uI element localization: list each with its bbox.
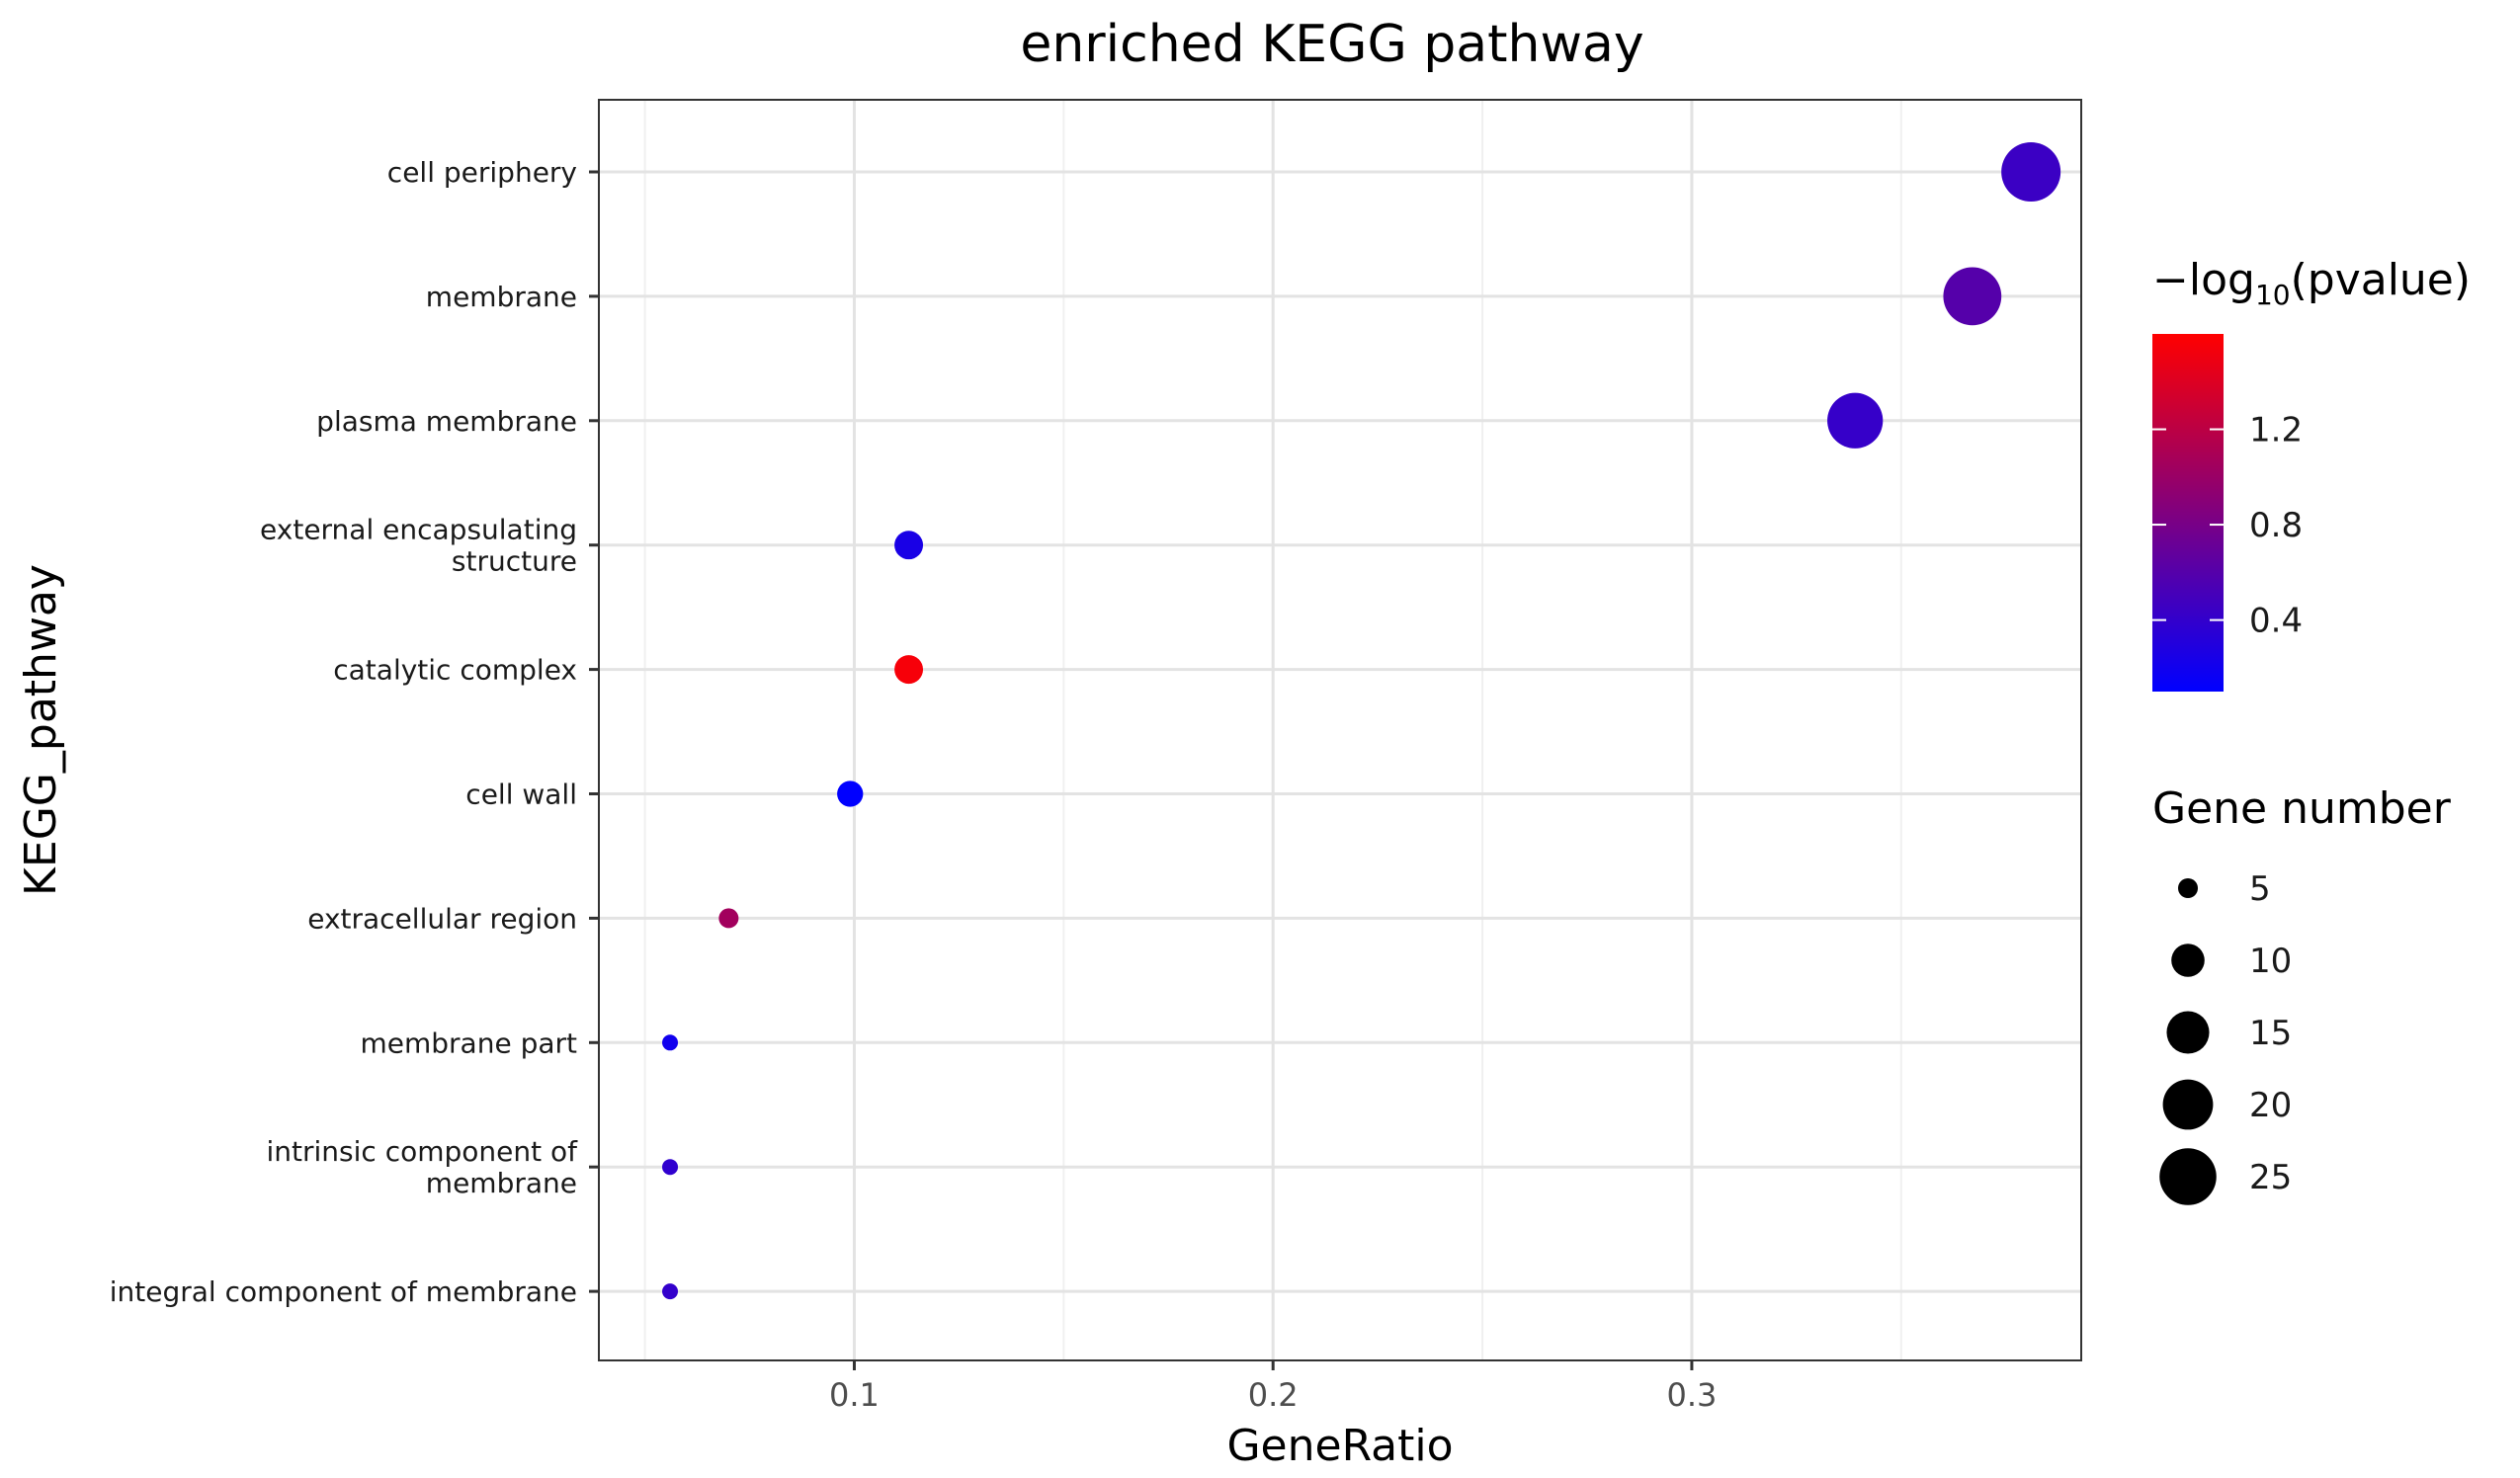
y-tick-label-line: membrane: [426, 1167, 577, 1199]
size-legend-key: [2162, 1079, 2214, 1130]
x-tick-label: 0.1: [829, 1376, 880, 1414]
color-legend: −log10(pvalue) 0.4 0.8 1.2: [2152, 255, 2471, 692]
data-point: [1943, 267, 2002, 326]
color-legend-title-prefix: −log: [2152, 255, 2255, 305]
size-legend-label: 10: [2249, 942, 2292, 981]
y-tick-label: membrane: [426, 281, 577, 313]
plot-panel-background: [599, 100, 2081, 1360]
color-legend-title-suffix: (pvalue): [2291, 255, 2471, 305]
y-tick-label-line: cell periphery: [387, 156, 577, 189]
color-legend-title-subscript: 10: [2255, 279, 2291, 311]
y-tick-label: integral component of membrane: [110, 1275, 577, 1308]
colorbar-ticks: 0.4 0.8 1.2: [2152, 411, 2303, 641]
data-point: [718, 908, 739, 929]
minor-x-gridlines: [643, 100, 1902, 1360]
colorbar-tick-label: 0.8: [2249, 506, 2303, 545]
data-point: [662, 1034, 679, 1051]
size-legend: Gene number 5 10 15 20 25: [2152, 783, 2452, 1205]
plot-panel-border: [598, 99, 2082, 1361]
y-tick-label-line: external encapsulating: [260, 514, 577, 546]
size-legend-label: 5: [2249, 869, 2271, 909]
y-tick-label-line: membrane part: [360, 1026, 577, 1059]
data-point: [662, 1283, 679, 1300]
plot-panel: [598, 99, 2082, 1361]
y-tick-label: membrane part: [360, 1026, 577, 1059]
size-legend-key: [2166, 1011, 2210, 1054]
size-legend-label: 15: [2249, 1014, 2292, 1053]
x-axis-ticks: 0.1 0.2 0.3: [829, 1360, 1717, 1414]
size-legend-label: 20: [2249, 1086, 2292, 1125]
y-tick-label: cell periphery: [387, 156, 577, 189]
y-tick-label-line: catalytic complex: [333, 654, 577, 687]
y-tick-label: cell wall: [465, 779, 577, 811]
size-legend-label: 25: [2249, 1158, 2292, 1197]
data-point: [662, 1159, 679, 1176]
data-point: [894, 655, 924, 685]
x-tick-label: 0.3: [1666, 1376, 1717, 1414]
colorbar: [2152, 334, 2224, 692]
chart-title: enriched KEGG pathway: [1020, 15, 1643, 74]
x-tick-label: 0.2: [1248, 1376, 1299, 1414]
y-tick-label-line: integral component of membrane: [110, 1275, 577, 1308]
y-tick-label-line: intrinsic component of: [267, 1135, 579, 1168]
y-tick-label-line: extracellular region: [307, 902, 577, 935]
data-points: [662, 142, 2061, 1300]
major-x-gridlines: [852, 100, 1694, 1360]
data-point: [837, 780, 864, 807]
y-tick-label-line: cell wall: [465, 779, 577, 811]
y-tick-label: extracellular region: [307, 902, 577, 935]
y-tick-label: plasma membrane: [316, 405, 577, 438]
size-legend-key: [2177, 877, 2199, 899]
y-axis-ticks: cell periphery membrane plasma membrane ext…: [110, 156, 599, 1308]
size-legend-key: [2159, 1148, 2217, 1205]
data-point: [1827, 392, 1884, 449]
data-point: [894, 531, 924, 560]
y-tick-label: external encapsulating structure: [260, 514, 577, 578]
colorbar-tick-label: 1.2: [2249, 411, 2303, 451]
size-legend-key: [2171, 944, 2205, 977]
data-point: [2001, 142, 2061, 202]
size-legend-title: Gene number: [2152, 783, 2452, 834]
size-legend-items: 5 10 15 20 25: [2159, 869, 2292, 1205]
y-tick-label-line: plasma membrane: [316, 405, 577, 438]
y-axis-title: KEGG_pathway: [16, 564, 66, 896]
y-tick-label: intrinsic component of membrane: [267, 1135, 579, 1199]
y-tick-label-line: structure: [452, 545, 577, 578]
y-tick-label: catalytic complex: [333, 654, 577, 687]
x-axis-title: GeneRatio: [1226, 1421, 1453, 1471]
color-legend-title: −log10(pvalue): [2152, 255, 2471, 311]
y-tick-label-line: membrane: [426, 281, 577, 313]
colorbar-tick-label: 0.4: [2249, 602, 2303, 641]
